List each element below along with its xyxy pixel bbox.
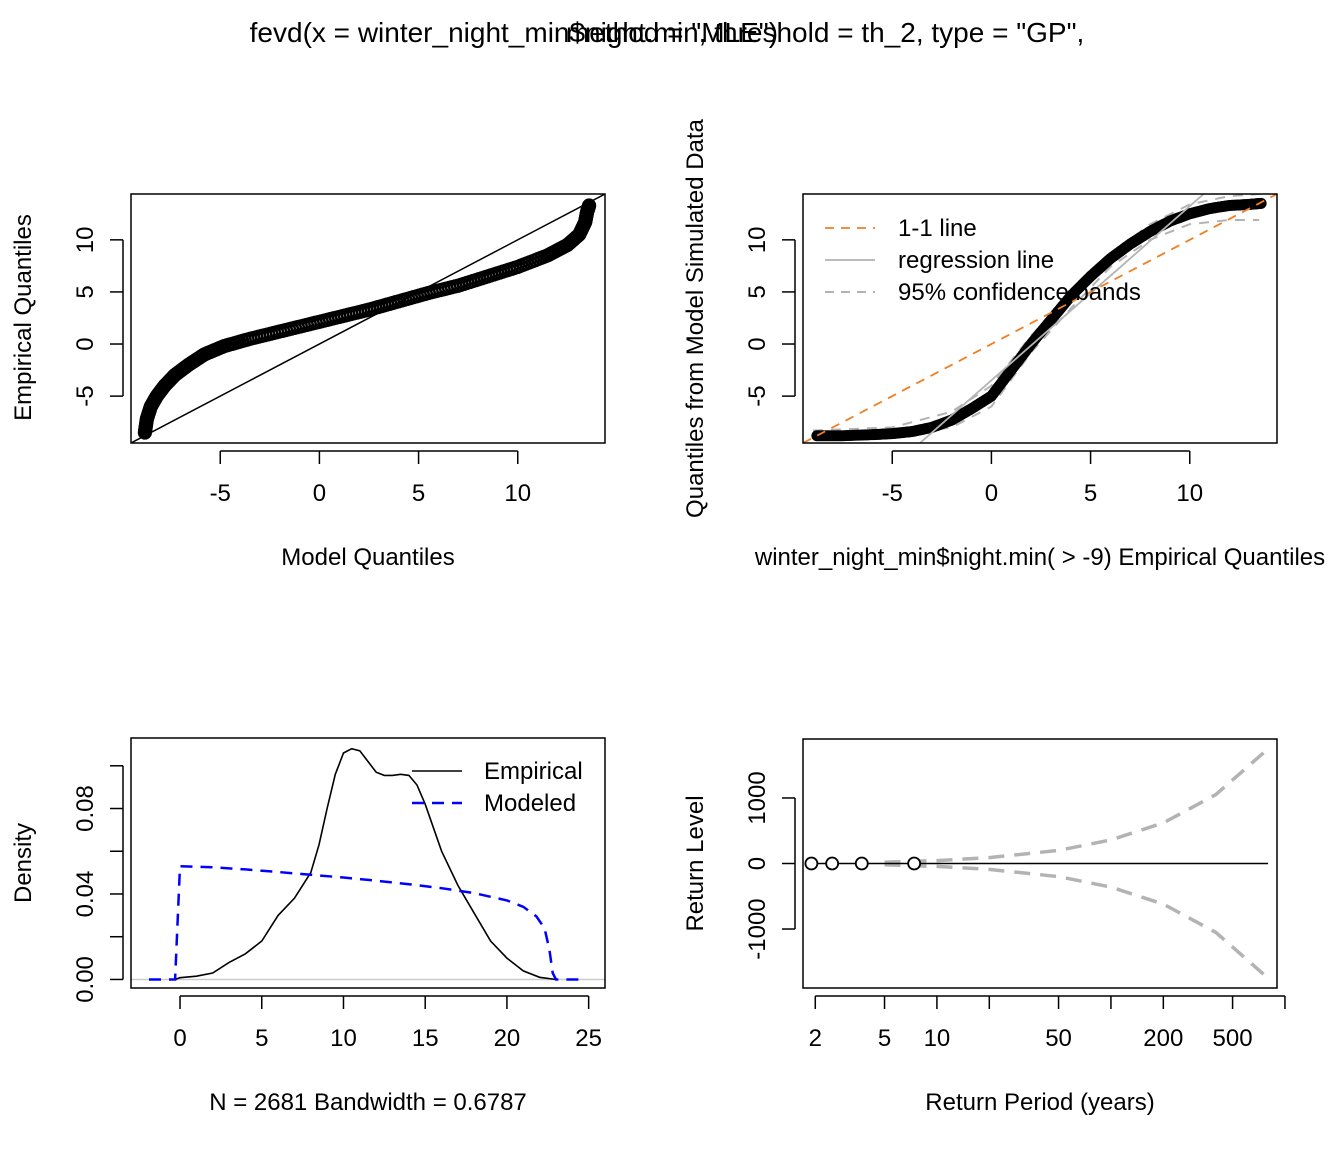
x-tick-label: 10 xyxy=(1176,480,1203,507)
data-point xyxy=(825,856,840,871)
plot-frame xyxy=(130,737,606,989)
x-axis-label: Return Period (years) xyxy=(925,1089,1154,1116)
qq-simulated-plot: -5 0 5 10 -5 0 5 10 winter_night_min$night.min( … xyxy=(682,118,1325,571)
confidence-band-lower xyxy=(812,219,1260,438)
plot-frame xyxy=(130,193,606,444)
y-axis-label: Empirical Quantiles xyxy=(10,214,37,421)
y-axis-label: Return Level xyxy=(682,795,709,931)
y-tick-label: 1000 xyxy=(744,771,771,824)
x-tick-label: 10 xyxy=(504,480,531,507)
plot-area xyxy=(803,194,1277,443)
x-tick-label: 200 xyxy=(1143,1025,1183,1052)
one-to-one-line xyxy=(131,194,605,443)
y-tick-label: 0.04 xyxy=(72,871,99,918)
upper-ci-line xyxy=(884,747,1270,864)
x-tick-label: 15 xyxy=(412,1025,439,1052)
plot-area xyxy=(131,194,605,443)
x-tick-label: 500 xyxy=(1213,1025,1253,1052)
one-to-one-line xyxy=(803,194,1277,443)
modeled-density-line xyxy=(149,864,584,981)
legend-label-modeled: Modeled xyxy=(484,790,576,817)
legend-label-empirical: Empirical xyxy=(484,758,583,785)
y-tick-label: 5 xyxy=(744,285,771,298)
legend-label: 1-1 line xyxy=(898,215,977,242)
legend-label: regression line xyxy=(898,247,1054,274)
data-point xyxy=(854,856,869,871)
return-level-plot: 2 5 10 50 200 500 -1000 0 1000 Return Period (yea… xyxy=(682,738,1286,1116)
x-tick-label: 0 xyxy=(173,1025,186,1052)
y-tick-label: -5 xyxy=(744,385,771,406)
x-tick-label: 20 xyxy=(494,1025,521,1052)
x-tick-label: 0 xyxy=(313,480,326,507)
x-tick-label: 10 xyxy=(924,1025,951,1052)
x-tick-label: 5 xyxy=(878,1025,891,1052)
plot-area xyxy=(804,747,1270,980)
x-axis-label: winter_night_min$night.min( > -9) Empiri… xyxy=(754,544,1325,571)
plot-frame xyxy=(802,738,1278,989)
plot-frame xyxy=(802,193,1278,444)
data-point xyxy=(907,856,922,871)
y-tick-label: 0 xyxy=(744,337,771,350)
plot-area xyxy=(131,747,605,981)
y-tick-label: 10 xyxy=(744,226,771,253)
legend-label: 95% confidence bands xyxy=(898,279,1141,306)
data-point xyxy=(804,856,819,871)
confidence-band-upper xyxy=(812,194,1260,432)
x-tick-label: 5 xyxy=(412,480,425,507)
x-axis-label: N = 2681 Bandwidth = 0.6787 xyxy=(209,1089,527,1116)
figure-title-part2: method = "MLE") xyxy=(566,17,778,48)
y-tick-label: 5 xyxy=(72,285,99,298)
x-tick-label: 5 xyxy=(1084,480,1097,507)
lower-ci-line xyxy=(884,863,1270,980)
y-axis-label: Density xyxy=(10,823,37,903)
y-tick-label: 10 xyxy=(72,226,99,253)
y-tick-label: 0.08 xyxy=(72,785,99,832)
x-tick-label: 2 xyxy=(809,1025,822,1052)
qq-model-plot: -5 0 5 10 -5 0 5 10 Model Quantiles Empirical Qua… xyxy=(10,193,606,571)
x-tick-label: -5 xyxy=(210,480,231,507)
y-tick-label: 0 xyxy=(744,857,771,870)
x-tick-label: 50 xyxy=(1045,1025,1072,1052)
x-tick-label: 0 xyxy=(985,480,998,507)
empirical-density-line xyxy=(174,747,557,981)
x-tick-label: 10 xyxy=(330,1025,357,1052)
figure-title-part1: fevd(x = winter_night_min$night.min, thr… xyxy=(250,17,1085,48)
x-tick-label: 25 xyxy=(575,1025,602,1052)
y-tick-label: 0 xyxy=(72,337,99,350)
y-tick-label: -1000 xyxy=(744,898,771,959)
y-axis-label: Quantiles from Model Simulated Data xyxy=(682,118,709,518)
density-plot: 0 5 10 15 20 25 0.00 0.04 0.08 N = 2681 Bandwidth… xyxy=(10,737,606,1116)
y-tick-label: 0.00 xyxy=(72,956,99,1003)
y-tick-label: -5 xyxy=(72,385,99,406)
x-tick-label: 5 xyxy=(255,1025,268,1052)
regression-line xyxy=(919,194,1205,443)
x-axis-label: Model Quantiles xyxy=(281,544,454,571)
x-tick-label: -5 xyxy=(882,480,903,507)
